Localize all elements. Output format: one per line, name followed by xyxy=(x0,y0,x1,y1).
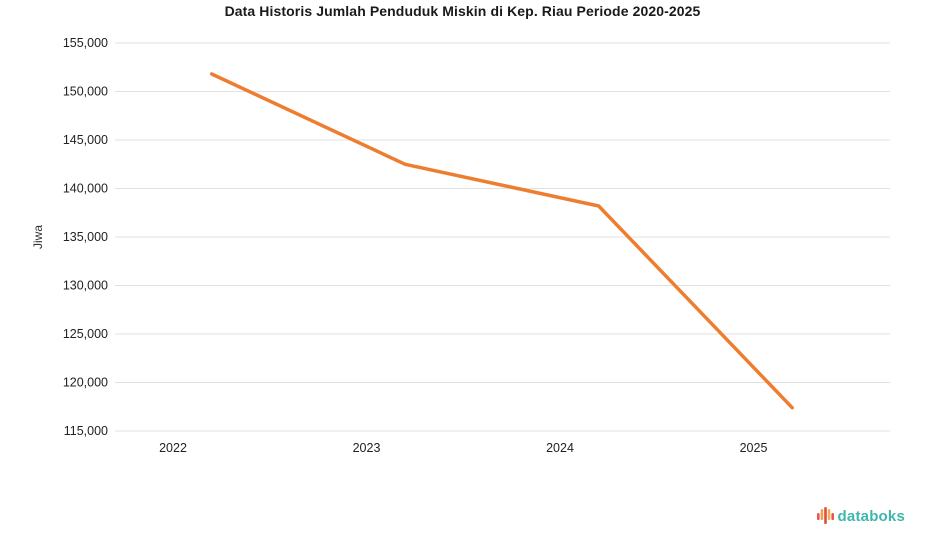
y-tick-label: 125,000 xyxy=(63,327,108,341)
y-tick-label: 120,000 xyxy=(63,376,108,390)
poverty-trend-line xyxy=(209,72,794,410)
databoks-logo: databoks xyxy=(816,507,905,525)
line-chart: 115,000 120,000 125,000 130,000 135,000 140,0… xyxy=(63,36,890,455)
databoks-bars-icon xyxy=(816,507,834,524)
y-tick-label: 150,000 xyxy=(63,85,108,99)
x-tick-label: 2022 xyxy=(159,441,187,455)
y-tick-label: 140,000 xyxy=(63,182,108,196)
x-tick-label: 2024 xyxy=(546,441,574,455)
y-tick-label: 115,000 xyxy=(64,424,108,438)
chart-title: Data Historis Jumlah Penduduk Miskin di … xyxy=(224,3,701,19)
y-tick-label: 145,000 xyxy=(63,133,108,147)
x-tick-label: 2023 xyxy=(353,441,381,455)
y-tick-label: 155,000 xyxy=(63,36,108,50)
databoks-logo-text: databoks xyxy=(837,507,905,525)
y-tick-label: 130,000 xyxy=(63,279,108,293)
x-tick-label: 2025 xyxy=(740,441,768,455)
y-tick-label: 135,000 xyxy=(63,230,108,244)
